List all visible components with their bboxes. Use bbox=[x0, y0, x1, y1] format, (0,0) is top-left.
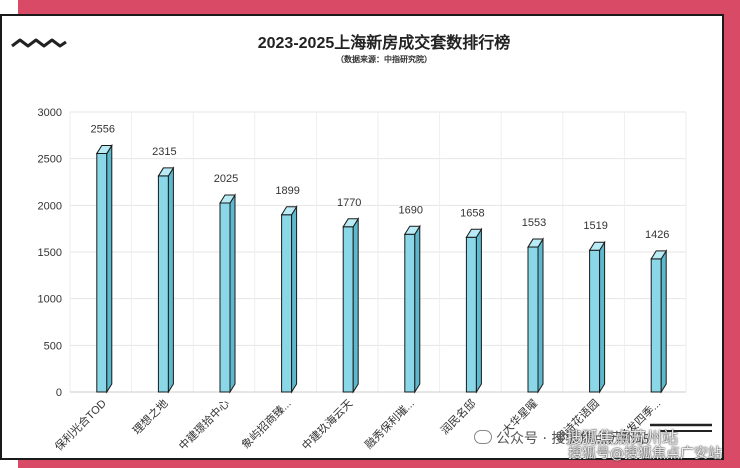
bar-front bbox=[281, 214, 293, 393]
bar-front bbox=[96, 152, 108, 393]
bar-value-label: 1899 bbox=[275, 185, 299, 197]
bar-front bbox=[404, 233, 416, 393]
bar bbox=[95, 143, 113, 394]
bar-front bbox=[342, 226, 354, 393]
bar-top bbox=[650, 250, 668, 260]
x-tick-label: 中建玖海云天 bbox=[299, 396, 356, 453]
x-tick-label: 理想之地 bbox=[130, 396, 171, 437]
bar-value-label: 2025 bbox=[214, 173, 238, 185]
bar-value-label: 1519 bbox=[583, 220, 607, 232]
bar bbox=[465, 227, 483, 394]
bar-value-label: 1770 bbox=[337, 197, 361, 209]
bar-value-label: 1553 bbox=[522, 217, 546, 229]
x-tick-label: 融秀保利璀... bbox=[362, 396, 417, 451]
bar-side bbox=[291, 205, 298, 394]
bar-front bbox=[527, 246, 539, 393]
bar-top bbox=[465, 228, 483, 238]
bar-side bbox=[229, 193, 236, 394]
y-axis-ticks: 0 500 1000 1500 2000 2500 3000 bbox=[38, 107, 62, 399]
x-tick-label: 保利光合TOD bbox=[52, 396, 109, 453]
bar-top bbox=[588, 241, 606, 251]
bar bbox=[157, 166, 175, 394]
bar-top bbox=[342, 218, 360, 228]
bar-front bbox=[589, 249, 601, 393]
y-tick-label: 1000 bbox=[38, 294, 62, 306]
bar bbox=[342, 217, 360, 394]
bar-top bbox=[157, 167, 175, 177]
chart-subtitle: （数据来源：中指研究院） bbox=[336, 54, 432, 64]
bar-side bbox=[475, 227, 482, 394]
bar-front bbox=[219, 202, 231, 393]
bar-value-label: 1426 bbox=[645, 229, 669, 241]
y-tick-label: 3000 bbox=[38, 107, 62, 119]
bar-side bbox=[106, 143, 113, 394]
bar-top bbox=[219, 194, 236, 204]
bar bbox=[280, 205, 298, 394]
bar-value-label: 2315 bbox=[152, 146, 176, 158]
bar-top bbox=[403, 225, 421, 235]
bar bbox=[527, 237, 544, 394]
y-tick-label: 2000 bbox=[38, 200, 62, 212]
x-tick-label: 象屿招商臻... bbox=[238, 396, 293, 451]
bar-side bbox=[660, 249, 667, 394]
bar-value-label: 1690 bbox=[399, 204, 423, 216]
bar-value-label: 2556 bbox=[91, 123, 115, 135]
bar bbox=[403, 224, 421, 394]
y-tick-label: 2500 bbox=[38, 154, 62, 166]
bar-side bbox=[352, 217, 359, 394]
zigzag-decoration bbox=[11, 38, 67, 48]
chart-title: 2023-2025上海新房成交套数排行榜 bbox=[258, 33, 511, 52]
x-tick-label: 润民名邸 bbox=[438, 396, 479, 437]
bars: 2556 2315 2025 1899 1770 1690 1658 1553 1519 1426 bbox=[91, 123, 669, 394]
bar-front bbox=[650, 258, 662, 393]
bar-side bbox=[599, 240, 606, 394]
bar bbox=[219, 193, 236, 394]
bar-value-label: 1658 bbox=[460, 207, 484, 219]
bar-side bbox=[167, 166, 174, 394]
bar bbox=[588, 240, 606, 394]
bar-top bbox=[527, 238, 544, 248]
bar-side bbox=[414, 224, 421, 394]
bar-top bbox=[280, 206, 298, 216]
y-tick-label: 500 bbox=[44, 340, 62, 352]
x-tick-label: 中建璟拾中心 bbox=[176, 396, 233, 453]
y-tick-label: 1500 bbox=[38, 247, 62, 259]
wechat-watermark: 公众号 · 搜狐焦点苏州站 bbox=[474, 428, 649, 448]
wechat-icon bbox=[474, 430, 492, 444]
bar-top bbox=[95, 144, 113, 154]
bar-front bbox=[465, 236, 477, 393]
bar-side bbox=[537, 237, 544, 394]
y-tick-label: 0 bbox=[56, 387, 62, 399]
sohu-watermark-2: 搜狐号@搜狐焦点广安站 bbox=[568, 446, 722, 462]
sohu-watermark-1: 搜狐焦点苏州站 bbox=[566, 428, 679, 447]
bar-front bbox=[157, 175, 169, 393]
bar bbox=[650, 249, 668, 394]
